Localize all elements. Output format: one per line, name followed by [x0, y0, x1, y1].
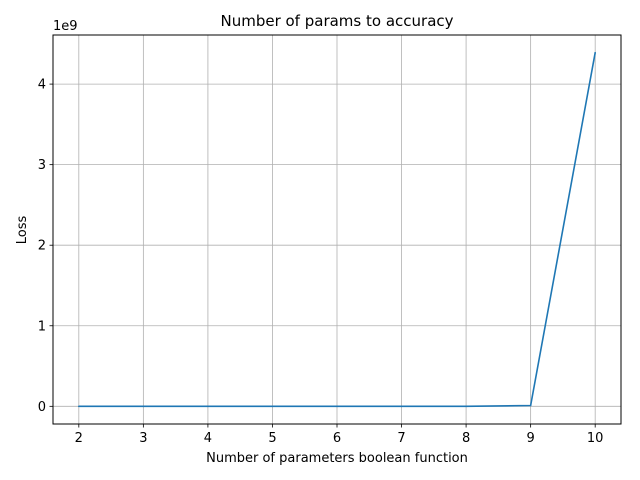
data-point: [271, 405, 274, 408]
y-tick-label: 1: [38, 319, 46, 334]
x-axis-label: Number of parameters boolean function: [206, 451, 468, 466]
y-tick-label: 3: [38, 158, 46, 173]
y-axis-label: Loss: [15, 216, 30, 245]
data-point: [78, 405, 80, 408]
x-tick-label: 10: [587, 431, 604, 446]
data-point: [207, 405, 209, 408]
chart-title: Number of params to accuracy: [220, 12, 453, 30]
data-point: [529, 404, 532, 407]
x-tick-label: 7: [397, 431, 405, 446]
x-tick-label: 3: [139, 431, 147, 446]
x-tick-label: 6: [333, 431, 341, 446]
series-layer: [78, 51, 596, 408]
y-tick-label: 4: [38, 78, 46, 93]
x-tick-label: 4: [204, 431, 212, 446]
x-tick-label: 9: [526, 431, 534, 446]
y-offset-label: 1e9: [53, 19, 78, 34]
data-point: [594, 51, 596, 54]
x-tick-label: 8: [462, 431, 470, 446]
ticks: 2 3 4 5 6 7 8 9 10 0 1 2 3 4: [38, 78, 604, 446]
grid: [53, 35, 621, 424]
data-point: [336, 405, 338, 408]
y-tick-label: 2: [38, 239, 46, 254]
data-point: [142, 405, 145, 408]
data-point: [400, 405, 403, 408]
x-tick-label: 2: [75, 431, 83, 446]
data-point: [465, 405, 467, 408]
y-tick-label: 0: [38, 400, 46, 415]
x-tick-label: 5: [268, 431, 276, 446]
